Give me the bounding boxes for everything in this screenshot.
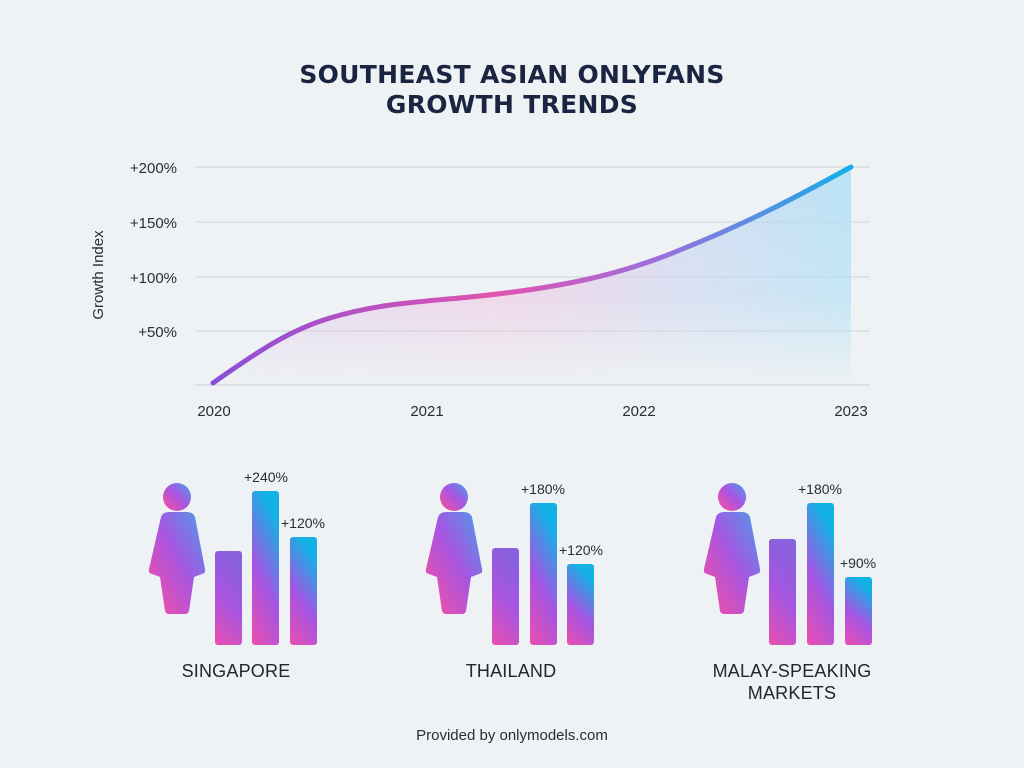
country-name: THAILAND xyxy=(465,661,557,681)
bar-2-label: +180% xyxy=(798,481,842,497)
group-malay-speaking: +180% +90% xyxy=(703,481,876,645)
bar-3 xyxy=(845,577,872,645)
growth-line xyxy=(210,164,854,386)
person-icon xyxy=(703,483,761,614)
x-tick-2022: 2022 xyxy=(622,403,655,420)
bar-1 xyxy=(769,539,796,645)
bar-2 xyxy=(252,491,279,645)
bar-2-label: +240% xyxy=(244,469,288,485)
chart-title-line1: SOUTHEAST ASIAN ONLYFANS xyxy=(299,60,725,89)
country-label-singapore: SINGAPORE xyxy=(106,660,366,682)
bar-3-label: +90% xyxy=(840,555,876,571)
country-label-malay-speaking: MALAY-SPEAKING MARKETS xyxy=(662,660,922,704)
country-name-line2: MARKETS xyxy=(747,683,837,703)
bar-1 xyxy=(492,548,519,645)
x-tick-2020: 2020 xyxy=(197,403,230,420)
area-fill xyxy=(213,167,851,385)
y-tick-200: +200% xyxy=(130,160,177,177)
bar-3 xyxy=(567,564,594,645)
person-icon xyxy=(425,483,483,614)
bar-2 xyxy=(807,503,834,645)
bar-2-label: +180% xyxy=(521,481,565,497)
group-singapore: +240% +120% xyxy=(148,469,325,645)
y-tick-50: +50% xyxy=(138,324,177,341)
y-tick-100: +100% xyxy=(130,270,177,287)
bar-3 xyxy=(290,537,317,645)
country-name: SINGAPORE xyxy=(181,661,291,681)
country-label-thailand: THAILAND xyxy=(381,660,641,682)
chart-title: SOUTHEAST ASIAN ONLYFANS GROWTH TRENDS xyxy=(0,60,1024,120)
bar-1 xyxy=(215,551,242,645)
person-icon xyxy=(148,483,206,614)
line-chart: +200% +150% +100% +50% Growth Index 2020… xyxy=(90,160,870,420)
y-axis-label: Growth Index xyxy=(90,230,107,320)
chart-title-line2: GROWTH TRENDS xyxy=(385,90,639,119)
country-name: MALAY-SPEAKING xyxy=(712,661,872,681)
bar-3-label: +120% xyxy=(281,515,325,531)
y-tick-150: +150% xyxy=(130,215,177,232)
bar-3-label: +120% xyxy=(559,542,603,558)
group-thailand: +180% +120% xyxy=(425,481,603,645)
footer-credit: Provided by onlymodels.com xyxy=(416,727,608,744)
bar-2 xyxy=(530,503,557,645)
x-tick-2023: 2023 xyxy=(834,403,867,420)
x-tick-2021: 2021 xyxy=(410,403,443,420)
